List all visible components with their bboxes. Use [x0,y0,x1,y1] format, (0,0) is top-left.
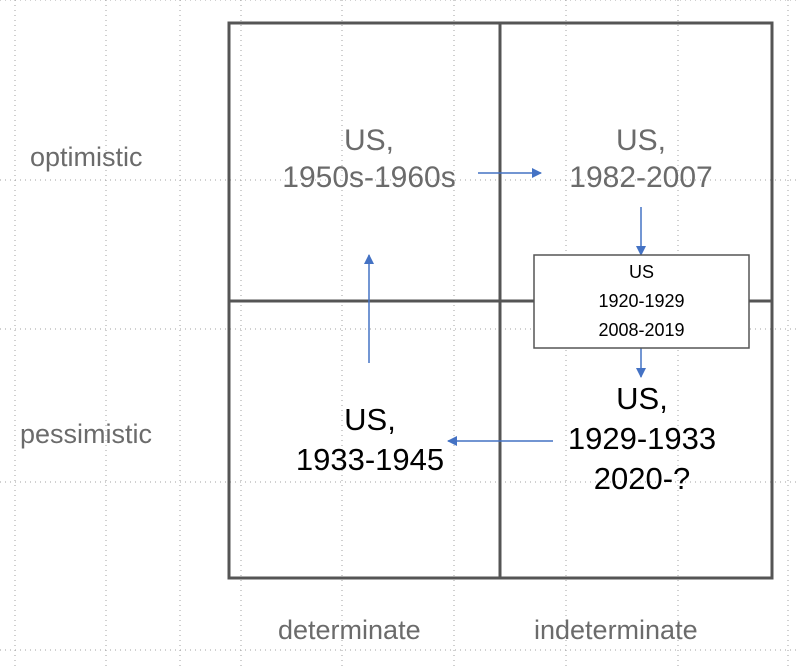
quadrant-bottom-right-line-1: US, [616,381,668,416]
quadrant-bottom-left-line-2: 1933-1945 [295,442,445,477]
quadrant-top-left-line-1: US, [343,124,394,157]
column-label-indeterminate: indeterminate [534,615,698,645]
transition-box-line-2: 1920-1929 [598,291,685,311]
quadrant-top-right-line-2: 1982-2007 [569,161,713,194]
quadrant-top-left-text: US, 1950s-1960s [264,122,474,196]
row-label-optimistic: optimistic [30,142,143,172]
quadrant-top-left-line-2: 1950s-1960s [282,161,456,194]
transition-box-line-3: 2008-2019 [598,320,685,340]
quadrant-bottom-right-line-3: 2020-? [593,461,691,496]
transition-box-line-1: US [628,262,654,282]
transition-box-text: US 1920-1929 2008-2019 [534,258,749,345]
quadrant-bottom-right-line-2: 1929-1933 [567,421,717,456]
quadrant-bottom-left-line-1: US, [344,402,396,437]
row-label-pessimistic: pessimistic [20,419,153,449]
quadrant-top-right-line-1: US, [615,124,666,157]
quadrant-top-right-text: US, 1982-2007 [536,122,746,196]
quadrant-bottom-right-text: US, 1929-1933 2020-? [537,379,747,499]
quadrant-bottom-left-text: US, 1933-1945 [265,400,475,480]
column-label-determinate: determinate [278,615,421,645]
transition-box [533,254,750,349]
